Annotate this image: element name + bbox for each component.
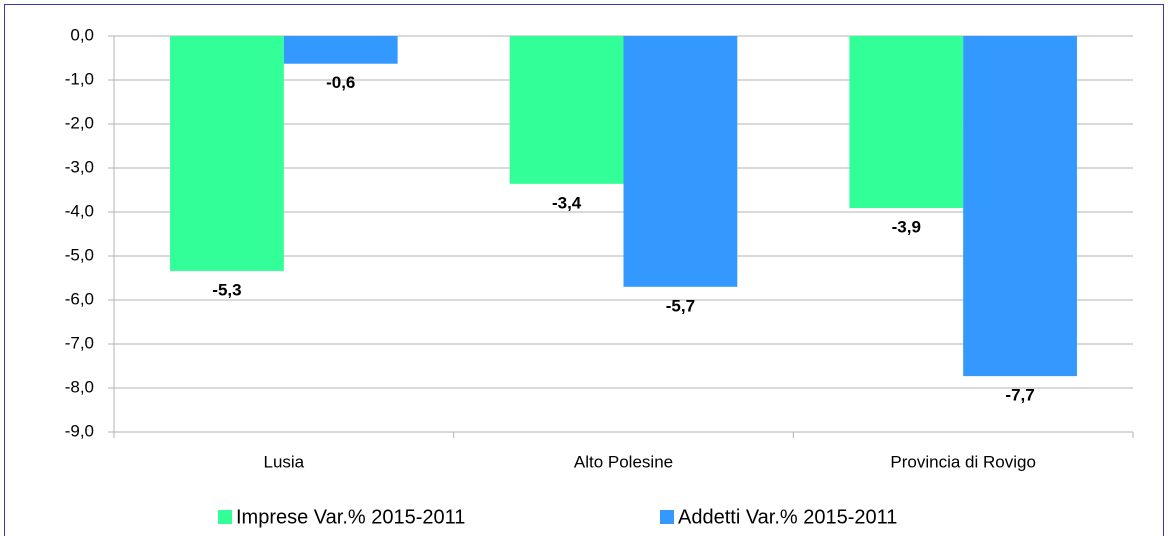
value-label: -0,6 bbox=[326, 73, 355, 92]
bar bbox=[283, 36, 398, 64]
bar bbox=[849, 36, 964, 209]
y-tick-label: -4,0 bbox=[65, 201, 94, 220]
value-label: -5,7 bbox=[666, 296, 695, 315]
legend-swatch bbox=[660, 510, 674, 524]
y-tick-label: -7,0 bbox=[65, 333, 94, 352]
y-tick-label: -8,0 bbox=[65, 377, 94, 396]
value-label: -3,4 bbox=[552, 193, 582, 212]
legend-label: Imprese Var.% 2015-2011 bbox=[236, 506, 465, 528]
y-tick-label: -5,0 bbox=[65, 245, 94, 264]
bar bbox=[623, 36, 738, 287]
value-label: -3,9 bbox=[892, 218, 921, 237]
legend-label: Addetti Var.% 2015-2011 bbox=[678, 506, 897, 528]
bar bbox=[509, 36, 624, 184]
x-tick-label: Lusia bbox=[264, 452, 305, 471]
value-label: -7,7 bbox=[1005, 386, 1034, 405]
x-tick-label: Alto Polesine bbox=[574, 452, 673, 471]
y-tick-label: -2,0 bbox=[65, 113, 94, 132]
y-tick-label: 0,0 bbox=[70, 25, 94, 44]
value-label: -5,3 bbox=[212, 280, 241, 299]
y-tick-label: -1,0 bbox=[65, 69, 94, 88]
frame bbox=[4, 4, 1164, 536]
y-tick-label: -3,0 bbox=[65, 157, 94, 176]
legend-swatch bbox=[218, 510, 232, 524]
x-tick-label: Provincia di Rovigo bbox=[890, 452, 1036, 471]
bar bbox=[963, 36, 1077, 377]
bar bbox=[170, 36, 284, 271]
y-tick-label: -9,0 bbox=[65, 421, 94, 440]
y-tick-label: -6,0 bbox=[65, 289, 94, 308]
